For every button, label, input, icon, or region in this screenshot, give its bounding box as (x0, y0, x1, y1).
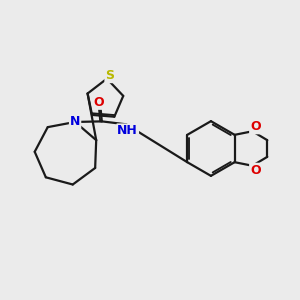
Text: O: O (94, 96, 104, 109)
Text: NH: NH (117, 124, 138, 137)
Text: O: O (250, 164, 261, 177)
Text: O: O (250, 120, 261, 133)
Text: N: N (70, 116, 80, 128)
Text: S: S (105, 69, 114, 82)
